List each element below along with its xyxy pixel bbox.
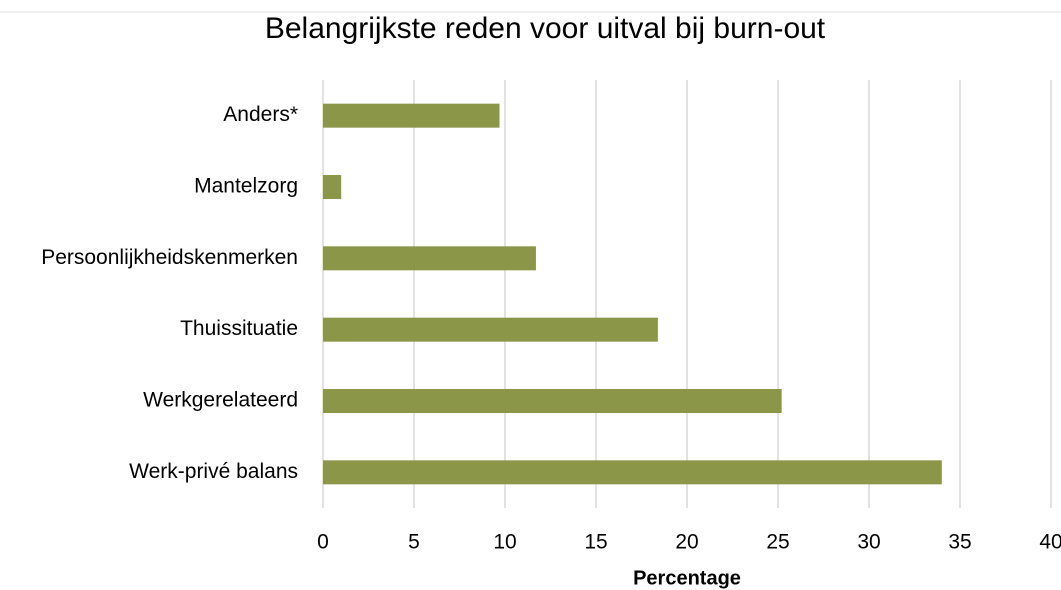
x-tick-label: 0 [317,531,329,554]
x-tick-label: 10 [493,531,516,554]
x-tick-label: 30 [857,531,880,554]
x-tick-label: 25 [766,531,789,554]
y-tick-label: Werkgerelateerd [143,389,298,412]
bar [323,389,782,413]
bar [323,175,342,199]
bar [323,103,500,128]
chart-title: Belangrijkste reden voor uitval bij burn… [265,12,826,45]
y-tick-label: Mantelzorg [194,175,298,198]
x-tick-label: 20 [675,531,698,554]
y-tick-label: Thuissituatie [180,317,298,340]
y-tick-label: Persoonlijkheidskenmerken [41,246,298,269]
x-tick-label: 35 [948,531,971,554]
x-tick-label: 40 [1039,531,1061,554]
x-tick-label: 5 [408,531,420,554]
y-tick-label: Anders* [223,103,298,126]
bar [323,460,942,485]
bar [323,317,658,342]
x-axis-title: Percentage [633,567,741,589]
y-tick-label: Werk-privé balans [129,460,298,483]
bar [323,246,536,271]
x-tick-label: 15 [584,531,607,554]
